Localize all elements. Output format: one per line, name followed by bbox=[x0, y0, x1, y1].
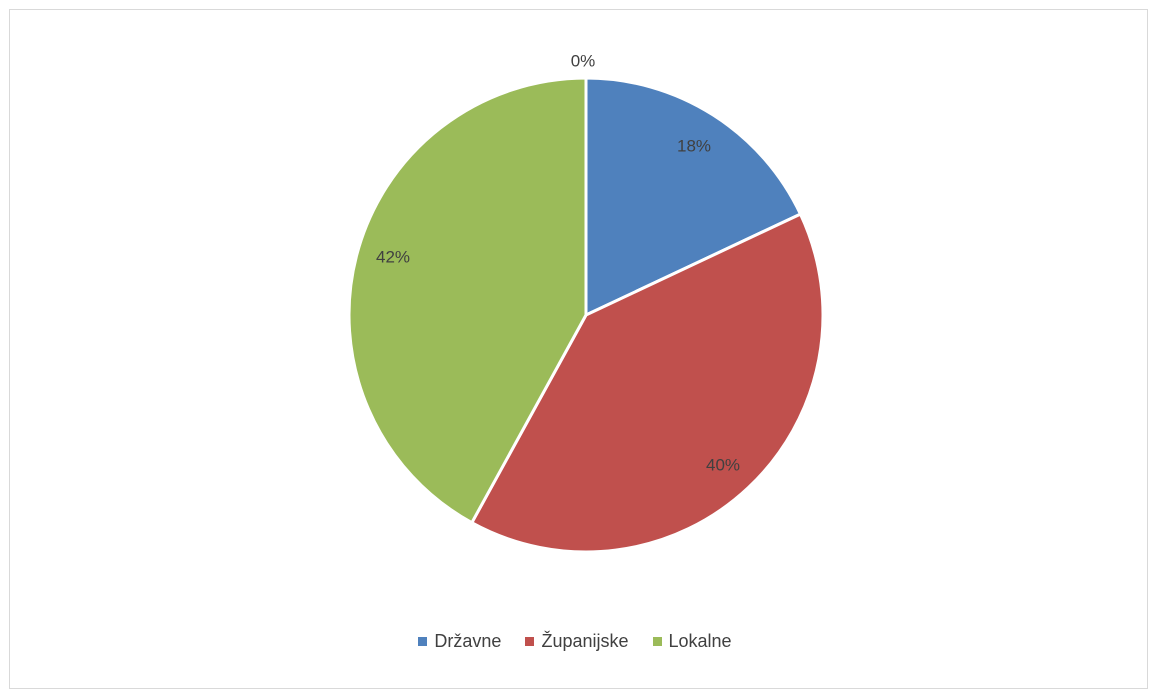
pie-slice-0 bbox=[584, 76, 802, 317]
data-label-2: 42% bbox=[376, 247, 410, 266]
data-label-zero: 0% bbox=[571, 51, 596, 70]
pie-slice-2 bbox=[347, 76, 588, 525]
data-label-1: 40% bbox=[706, 455, 740, 474]
legend-label-2: Lokalne bbox=[668, 631, 732, 651]
legend-item-2: Lokalne bbox=[652, 631, 732, 652]
legend-swatch-0 bbox=[418, 637, 428, 646]
legend-label-1: Županijske bbox=[541, 631, 629, 651]
legend-swatch-1 bbox=[525, 637, 535, 646]
pie-slice-1 bbox=[470, 212, 825, 554]
legend-label-0: Državne bbox=[434, 631, 502, 651]
legend-item-0: Državne bbox=[418, 631, 501, 652]
legend-swatch-2 bbox=[652, 637, 662, 646]
legend-item-1: Županijske bbox=[525, 631, 629, 652]
legend: Državne Županijske Lokalne bbox=[0, 631, 1150, 652]
data-label-0: 18% bbox=[677, 136, 711, 155]
